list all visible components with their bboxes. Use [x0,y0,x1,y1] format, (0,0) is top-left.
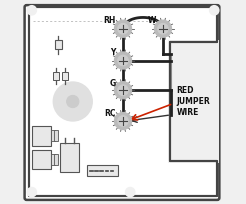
Bar [51,131,55,142]
Circle shape [118,116,128,127]
Circle shape [126,188,135,197]
FancyBboxPatch shape [25,6,219,200]
Bar [62,72,68,81]
Text: RED: RED [176,85,194,94]
Bar [54,154,58,165]
Bar [61,143,79,172]
Circle shape [154,21,172,38]
Circle shape [118,56,128,67]
Bar [53,72,60,81]
Circle shape [114,21,132,38]
Circle shape [27,188,36,197]
Text: JUMPER: JUMPER [176,96,210,105]
Circle shape [53,83,92,121]
Text: Y: Y [110,48,116,57]
Circle shape [67,96,79,108]
Bar [32,150,51,169]
Circle shape [210,7,219,16]
Bar [87,165,118,176]
Circle shape [118,24,128,35]
Circle shape [27,7,36,16]
Circle shape [158,24,168,35]
Bar [32,126,51,146]
Bar [168,41,219,163]
Circle shape [114,113,132,130]
Bar [55,41,62,50]
Bar [51,154,55,165]
Circle shape [114,82,132,99]
Bar [54,131,58,142]
Text: RC: RC [104,108,116,117]
Text: G: G [109,78,116,87]
Polygon shape [29,8,217,196]
Circle shape [118,85,128,96]
Text: W: W [147,16,156,25]
Circle shape [114,53,132,70]
Text: WIRE: WIRE [176,108,199,117]
Text: RH: RH [104,16,116,25]
